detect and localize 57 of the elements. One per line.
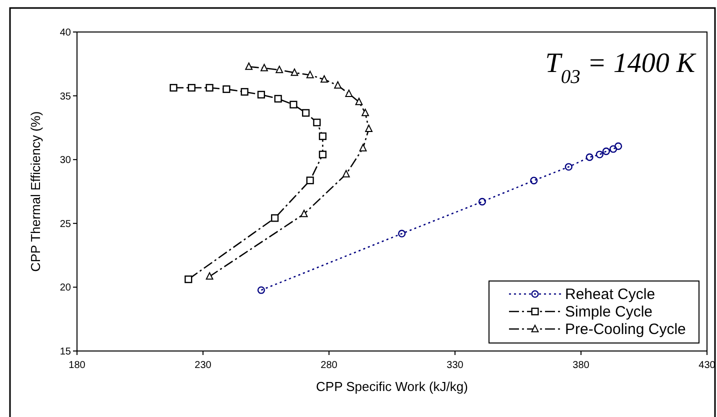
point <box>306 70 314 78</box>
point <box>290 100 298 108</box>
x-axis-title: CPP Specific Work (kJ/kg) <box>316 379 468 394</box>
point <box>184 275 192 284</box>
point <box>602 148 610 156</box>
point <box>586 153 594 161</box>
legend-label: Simple Cycle <box>565 304 653 320</box>
point <box>318 132 326 140</box>
point <box>596 150 604 158</box>
point <box>290 68 298 76</box>
x-tick-label: 430 <box>698 360 716 371</box>
point <box>206 272 214 280</box>
point <box>355 98 363 106</box>
point <box>530 176 538 184</box>
y-axis-title: CPP Thermal Efficiency (%) <box>28 111 43 272</box>
y-tick-label: 15 <box>60 346 72 358</box>
point <box>260 64 268 72</box>
point <box>206 84 214 92</box>
point <box>276 66 284 74</box>
point <box>318 150 326 158</box>
point <box>306 176 314 184</box>
point <box>188 84 196 92</box>
legend-label: Pre-Cooling Cycle <box>565 321 686 338</box>
point <box>274 94 282 103</box>
y-tick-label: 35 <box>60 91 72 102</box>
point <box>614 142 622 150</box>
point <box>478 198 486 206</box>
point <box>257 286 266 294</box>
point <box>271 214 279 222</box>
point <box>342 170 350 178</box>
y-tick-label: 40 <box>60 28 72 38</box>
point <box>300 210 308 218</box>
point <box>398 230 406 238</box>
point <box>365 124 373 132</box>
point <box>362 108 369 116</box>
point <box>359 144 367 152</box>
y-tick-label: 20 <box>60 282 72 294</box>
annotation: T$_{03}$ = 1400 K <box>545 48 696 88</box>
x-tick-label: 230 <box>194 360 212 371</box>
point <box>609 145 618 153</box>
point <box>334 81 342 89</box>
x-tick-label: 330 <box>446 360 464 371</box>
point <box>240 88 248 96</box>
x-tick-label: 280 <box>320 360 338 371</box>
point <box>170 84 178 92</box>
point <box>302 109 310 117</box>
point <box>313 118 321 126</box>
x-tick-label: 380 <box>572 360 590 371</box>
point <box>222 85 230 93</box>
point <box>257 90 266 98</box>
point <box>564 163 572 171</box>
x-tick-label: 180 <box>68 360 86 371</box>
point <box>245 62 253 70</box>
y-tick-label: 30 <box>60 155 72 166</box>
legend-label: Reheat Cycle <box>565 286 656 303</box>
y-tick-label: 25 <box>60 218 72 230</box>
point <box>320 75 328 83</box>
